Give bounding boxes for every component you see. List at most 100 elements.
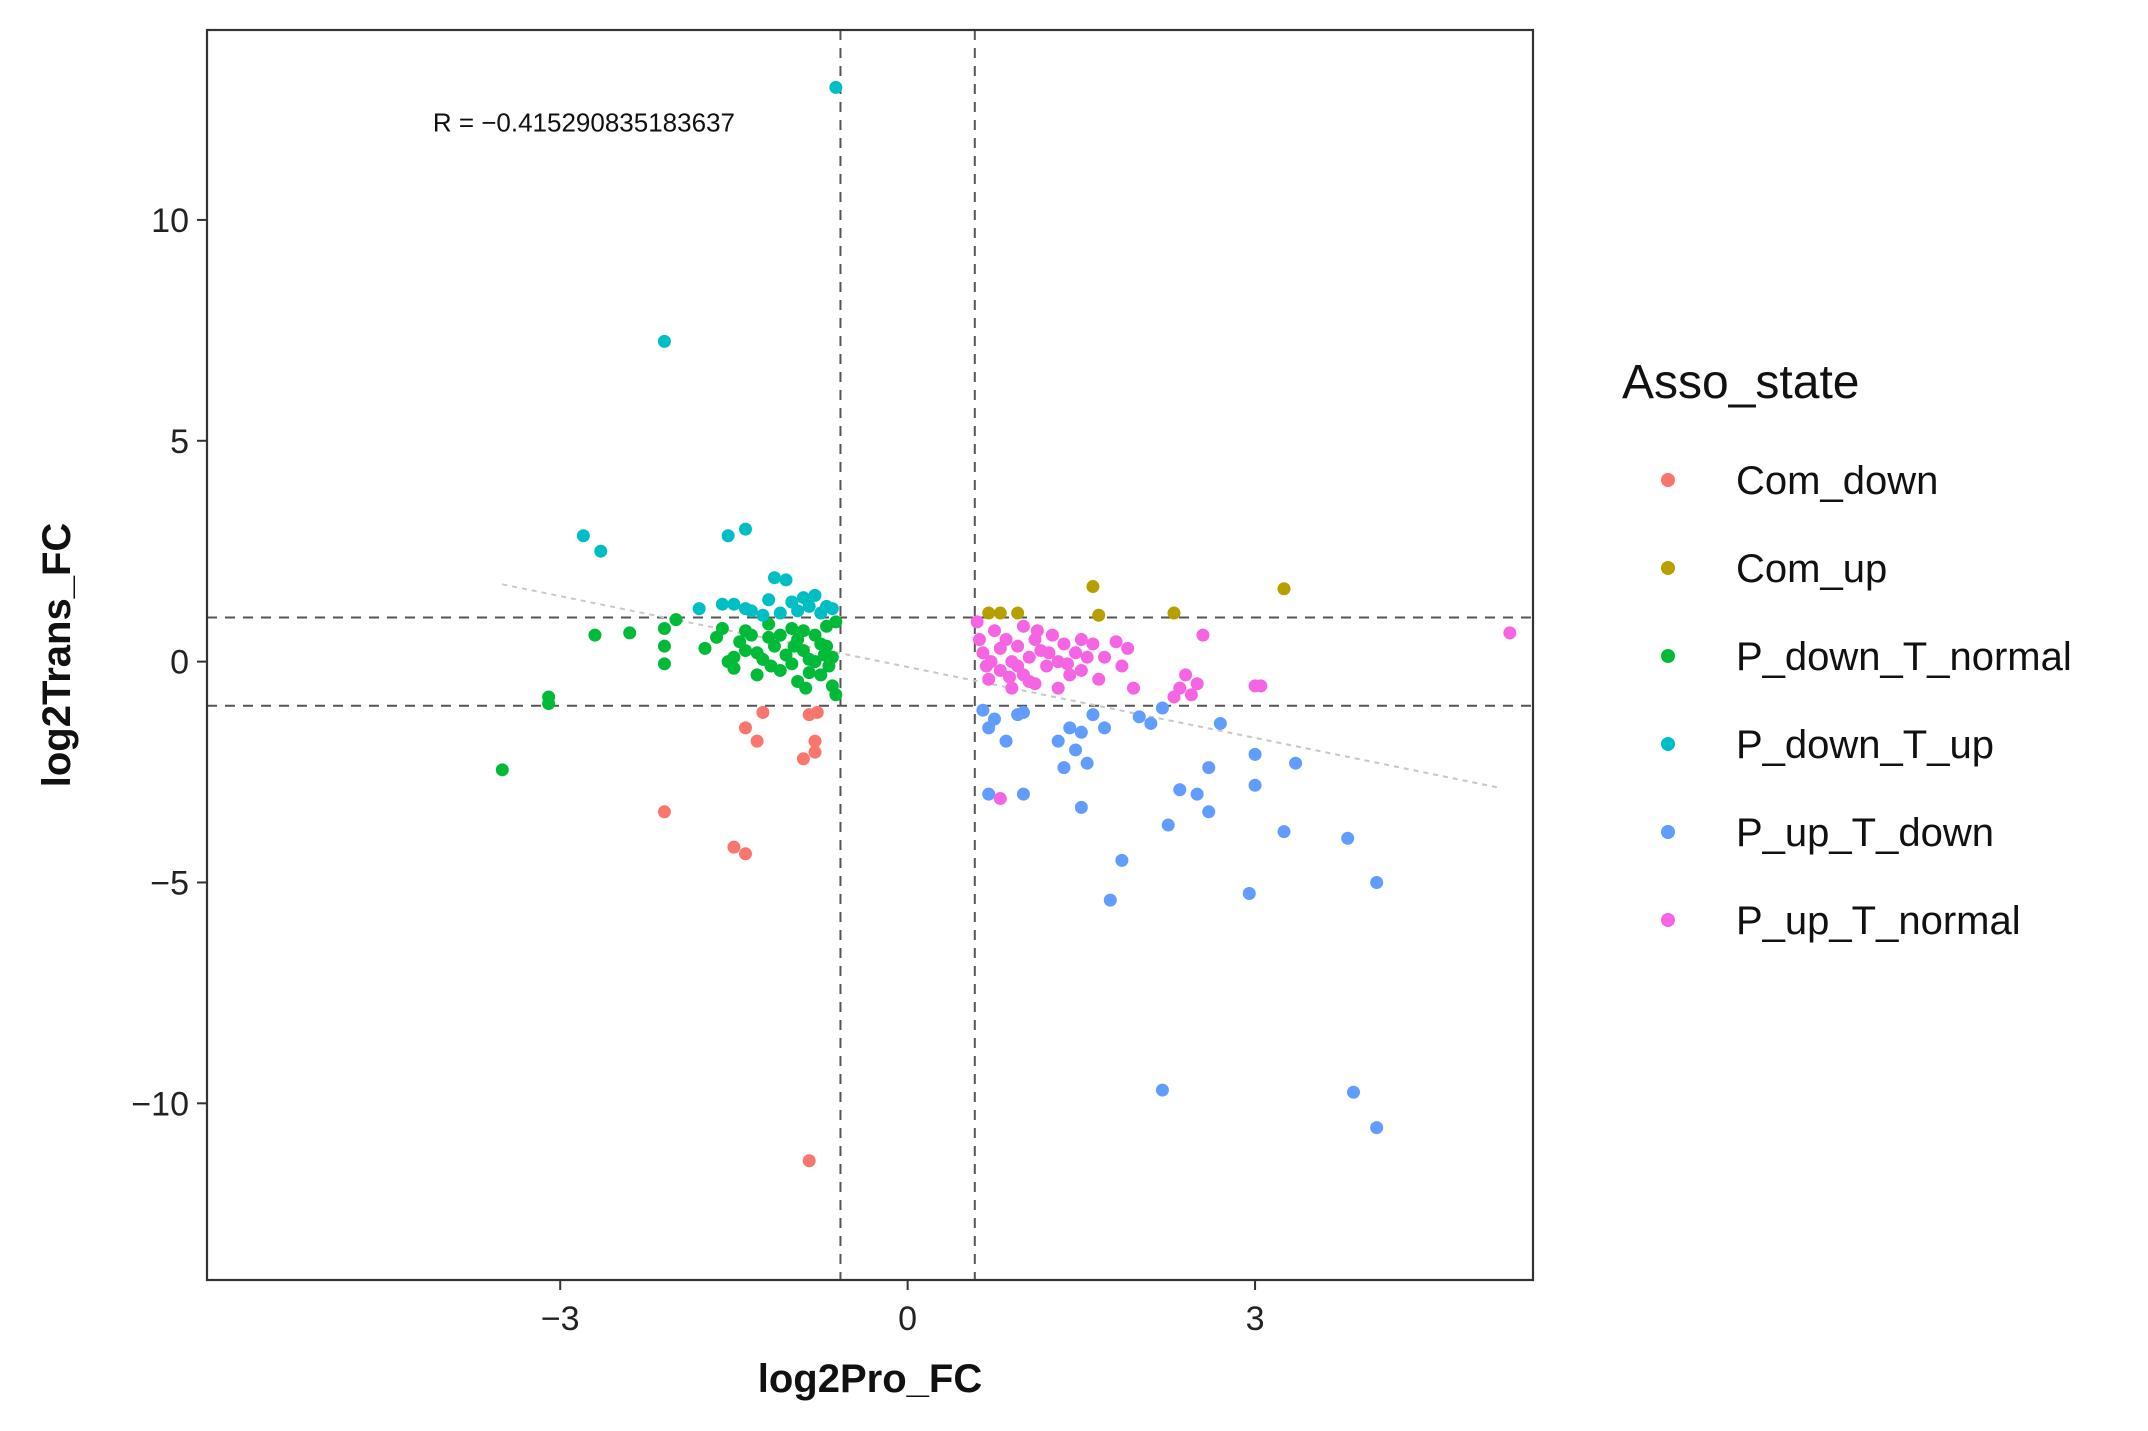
point-P_down_T_up-11 bbox=[762, 593, 776, 607]
point-P_down_T_up-5 bbox=[739, 522, 753, 536]
point-P_up_T_down-17 bbox=[1115, 853, 1129, 867]
point-P_down_T_up-19 bbox=[791, 604, 805, 618]
legend-title: Asso_state bbox=[1622, 356, 1859, 409]
point-P_down_T_normal-39 bbox=[721, 655, 735, 669]
point-P_down_T_up-6 bbox=[767, 571, 781, 585]
point-P_up_T_down-12 bbox=[1074, 725, 1088, 739]
point-P_down_T_normal-46 bbox=[764, 659, 778, 673]
point-P_down_T_normal-34 bbox=[829, 688, 843, 702]
point-P_down_T_normal-35 bbox=[822, 659, 836, 673]
legend-label-P_up_T_down: P_up_T_down bbox=[1736, 811, 1994, 855]
x-tick-label-1: 0 bbox=[898, 1300, 917, 1338]
point-P_up_T_down-23 bbox=[1173, 783, 1187, 797]
point-P_down_T_normal-38 bbox=[733, 635, 747, 649]
legend-key-Com_down bbox=[1661, 473, 1675, 487]
point-P_down_T_up-1 bbox=[657, 334, 671, 348]
point-Com_down-3 bbox=[739, 721, 753, 735]
point-Com_down-5 bbox=[756, 705, 770, 719]
point-P_up_T_down-34 bbox=[1370, 875, 1384, 889]
point-P_up_T_down-3 bbox=[999, 734, 1013, 748]
point-P_up_T_normal-28 bbox=[1086, 637, 1100, 651]
x-tick-label-2: 3 bbox=[1246, 1300, 1265, 1338]
y-tick-label-1: −5 bbox=[150, 864, 189, 902]
legend-label-Com_down: Com_down bbox=[1736, 459, 1938, 503]
y-tick-label-0: −10 bbox=[131, 1085, 189, 1123]
point-P_down_T_normal-19 bbox=[767, 639, 781, 653]
point-P_up_T_normal-5 bbox=[987, 624, 1001, 638]
series-Com_down bbox=[657, 705, 824, 1168]
point-P_up_T_down-33 bbox=[1341, 831, 1355, 845]
point-P_up_T_normal-11 bbox=[1011, 639, 1025, 653]
point-P_up_T_down-32 bbox=[1289, 756, 1303, 770]
point-P_up_T_down-13 bbox=[1074, 800, 1088, 814]
point-P_up_T_normal-49 bbox=[1060, 657, 1074, 671]
point-Com_down-4 bbox=[750, 734, 764, 748]
point-P_up_T_normal-0 bbox=[970, 615, 984, 629]
legend-label-P_up_T_normal: P_up_T_normal bbox=[1736, 899, 2021, 943]
point-P_up_T_normal-2 bbox=[976, 646, 990, 660]
point-Com_down-10 bbox=[802, 1154, 816, 1168]
point-P_up_T_normal-36 bbox=[1173, 681, 1187, 695]
point-P_down_T_normal-42 bbox=[799, 681, 813, 695]
point-P_down_T_up-9 bbox=[692, 602, 706, 616]
point-P_up_T_normal-46 bbox=[1003, 670, 1017, 684]
point-P_down_T_up-20 bbox=[744, 604, 758, 618]
point-Com_down-11 bbox=[808, 734, 822, 748]
point-P_up_T_normal-26 bbox=[1074, 663, 1088, 677]
series-P_down_T_normal bbox=[495, 613, 843, 777]
point-P_up_T_normal-34 bbox=[1126, 681, 1140, 695]
point-P_down_T_normal-45 bbox=[750, 646, 764, 660]
point-P_up_T_down-19 bbox=[1132, 710, 1146, 724]
legend-key-P_up_T_down bbox=[1661, 825, 1675, 839]
point-Com_down-7 bbox=[808, 745, 822, 759]
point-Com_down-9 bbox=[810, 705, 824, 719]
point-P_down_T_up-0 bbox=[829, 80, 843, 94]
point-P_up_T_down-36 bbox=[1346, 1085, 1360, 1099]
point-P_down_T_normal-0 bbox=[495, 763, 509, 777]
point-P_up_T_normal-38 bbox=[1184, 688, 1198, 702]
x-tick-label-0: −3 bbox=[541, 1300, 580, 1338]
series-P_up_T_down bbox=[976, 701, 1384, 1135]
point-P_down_T_normal-8 bbox=[669, 613, 683, 627]
point-P_up_T_normal-50 bbox=[1011, 659, 1025, 673]
point-P_up_T_normal-47 bbox=[1030, 624, 1044, 638]
point-P_down_T_normal-40 bbox=[773, 628, 787, 642]
point-P_up_T_down-26 bbox=[1202, 761, 1216, 775]
point-P_down_T_normal-41 bbox=[785, 657, 799, 671]
point-P_up_T_normal-27 bbox=[1080, 650, 1094, 664]
series-P_down_T_up bbox=[576, 80, 843, 622]
point-P_up_T_down-20 bbox=[1144, 716, 1158, 730]
point-P_up_T_normal-42 bbox=[1254, 679, 1268, 693]
point-Com_up-2 bbox=[1011, 606, 1025, 620]
y-tick-label-3: 5 bbox=[170, 423, 189, 461]
point-P_down_T_up-23 bbox=[727, 597, 741, 611]
point-P_up_T_down-21 bbox=[1155, 701, 1169, 715]
point-P_up_T_normal-48 bbox=[1042, 646, 1056, 660]
point-P_down_T_up-3 bbox=[594, 544, 608, 558]
point-P_up_T_down-24 bbox=[1190, 787, 1204, 801]
legend-key-P_down_T_up bbox=[1661, 737, 1675, 751]
point-P_up_T_normal-30 bbox=[1098, 650, 1112, 664]
point-Com_up-4 bbox=[1092, 608, 1106, 622]
point-P_down_T_up-15 bbox=[802, 599, 816, 613]
point-P_up_T_down-29 bbox=[1248, 778, 1262, 792]
correlation-annotation: R = −0.415290835183637 bbox=[433, 108, 735, 138]
point-P_up_T_normal-22 bbox=[1057, 637, 1071, 651]
point-P_up_T_down-25 bbox=[1202, 805, 1216, 819]
legend-label-Com_up: Com_up bbox=[1736, 547, 1887, 591]
x-axis-title: log2Pro_FC bbox=[758, 1357, 982, 1401]
point-P_down_T_normal-44 bbox=[817, 648, 831, 662]
point-Com_up-6 bbox=[1277, 582, 1291, 596]
point-P_up_T_normal-7 bbox=[993, 663, 1007, 677]
point-P_up_T_down-9 bbox=[1057, 761, 1071, 775]
point-P_up_T_normal-18 bbox=[1040, 659, 1054, 673]
point-P_up_T_normal-29 bbox=[1092, 672, 1106, 686]
point-P_up_T_normal-44 bbox=[993, 792, 1007, 806]
point-P_down_T_up-7 bbox=[779, 573, 793, 587]
point-P_up_T_normal-25 bbox=[1074, 633, 1088, 647]
point-P_down_T_normal-33 bbox=[829, 615, 843, 629]
point-P_down_T_normal-28 bbox=[814, 668, 828, 682]
y-tick-label-4: 10 bbox=[151, 202, 189, 240]
point-P_up_T_down-22 bbox=[1161, 818, 1175, 832]
